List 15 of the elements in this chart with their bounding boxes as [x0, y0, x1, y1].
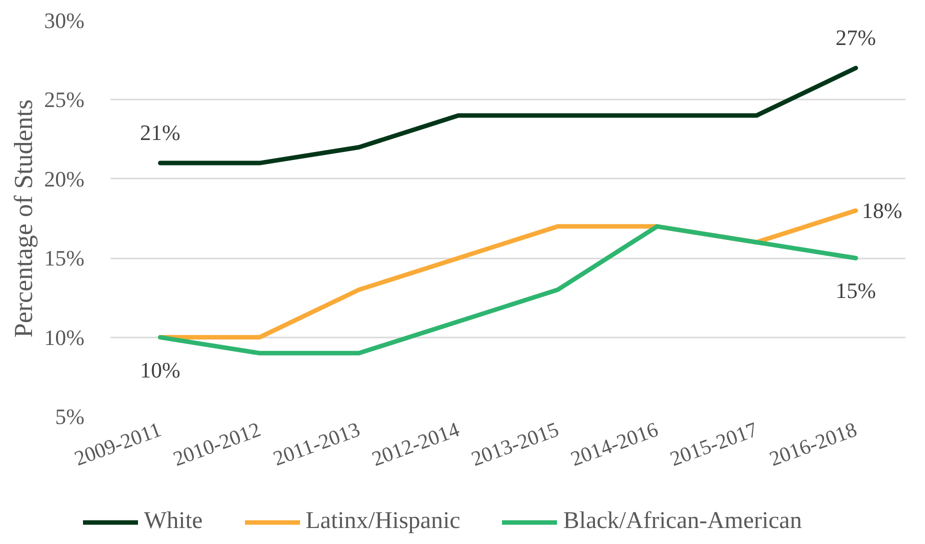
y-tick-label: 15% [44, 246, 84, 271]
y-axis-title: Percentage of Students [9, 99, 38, 338]
legend-label: Latinx/Hispanic [306, 508, 460, 535]
data-label: 15% [836, 278, 876, 304]
legend-label: White [144, 508, 203, 535]
y-tick-label: 10% [44, 324, 84, 350]
y-tick-label: 5% [55, 404, 84, 429]
y-tick-label: 30% [44, 8, 84, 33]
legend-label: Black/African-American [563, 508, 802, 535]
y-tick-label: 20% [44, 166, 84, 192]
data-label: 27% [836, 25, 876, 50]
data-label: 10% [140, 357, 180, 382]
y-tick-label: 25% [44, 87, 84, 112]
data-label: 21% [140, 120, 180, 146]
data-label: 18% [862, 198, 902, 224]
